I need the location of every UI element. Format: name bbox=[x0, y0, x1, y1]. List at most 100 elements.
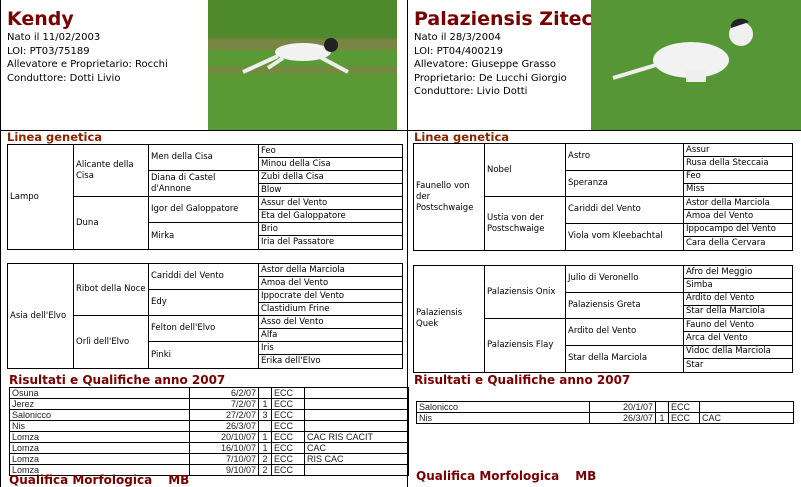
rating-cell: ECC bbox=[271, 453, 305, 465]
event-cell: Nis bbox=[9, 420, 190, 432]
pedigree-cell-g4: Feo bbox=[258, 145, 402, 158]
pedigree-cell-g4: Eta del Galoppatore bbox=[258, 210, 402, 223]
pedigree-cell-g4: Astor della Marciola bbox=[258, 264, 402, 277]
results-heading: Risultati e Qualifiche anno 2007 bbox=[9, 373, 226, 387]
pedigree-cell-g3: Speranza bbox=[565, 170, 683, 197]
pedigree-heading: Linea genetica bbox=[7, 130, 103, 144]
dog-name: Kendy bbox=[7, 8, 74, 30]
pedigree-cell-g3: Igor del Galoppatore bbox=[148, 197, 258, 223]
placement-cell: 1 bbox=[655, 412, 669, 424]
pedigree-cell-g4: Erika dell'Elvo bbox=[258, 355, 402, 368]
rating-cell: ECC bbox=[271, 442, 305, 454]
pedigree-cell-g4: Ippocampo del Vento bbox=[683, 223, 792, 237]
placement-cell: 2 bbox=[258, 453, 272, 465]
morphology-label: Qualifica Morfologica bbox=[9, 473, 153, 487]
award-cell: RIS CAC bbox=[304, 453, 409, 465]
pedigree-cell-g3: Ardito del Vento bbox=[565, 319, 683, 346]
owner: Proprietario: De Lucchi Giorgio bbox=[414, 72, 567, 84]
pedigree-cell-g2: Palaziensis Onix bbox=[484, 266, 565, 319]
pedigree-cell-g3: Pinki bbox=[148, 342, 258, 368]
pedigree-cell-g4: Amoa del Vento bbox=[683, 210, 792, 224]
rating-cell: ECC bbox=[271, 398, 305, 410]
pedigree-cell-g4: Star della Marciola bbox=[683, 305, 792, 319]
date-cell: 16/10/07 bbox=[189, 442, 259, 454]
dog-info: Nato il 11/02/2003 LOI: PT03/75189 Allev… bbox=[7, 31, 168, 85]
morphology-label: Qualifica Morfologica bbox=[416, 469, 560, 483]
results-table: Salonicco 20/1/07 ECC Nis 26/3/07 1 ECC CAC bbox=[416, 401, 794, 424]
rating-cell: ECC bbox=[271, 431, 305, 443]
pedigree-cell-g2: Palaziensis Flay bbox=[484, 319, 565, 372]
results-heading: Risultati e Qualifiche anno 2007 bbox=[414, 373, 631, 387]
result-row: Osuna 6/2/07 ECC bbox=[9, 387, 409, 399]
placement-cell: 3 bbox=[258, 409, 272, 421]
date-cell: 7/10/07 bbox=[189, 453, 259, 465]
pedigree-cell-g4: Alfa bbox=[258, 329, 402, 342]
pedigree-cell-g3: Star della Marciola bbox=[565, 345, 683, 372]
pedigree-cell-g4: Simba bbox=[683, 279, 792, 293]
pedigree-cell-g1: Asia dell'Elvo bbox=[10, 310, 67, 321]
award-cell: CAC bbox=[699, 412, 794, 424]
dog-panel-zitec: Palaziensis Zitec Nato il 28/3/2004 LOI:… bbox=[407, 0, 801, 487]
award-cell bbox=[304, 464, 409, 476]
dog-panel-kendy: Kendy Nato il 11/02/2003 LOI: PT03/75189… bbox=[0, 0, 409, 487]
pedigree-cell-g4: Ippocrate del Vento bbox=[258, 290, 402, 303]
pedigree-cell-g4: Star bbox=[683, 358, 792, 372]
pedigree-cell-g3: Julio di Veronello bbox=[565, 266, 683, 293]
result-row: Nis 26/3/07 1 ECC CAC bbox=[416, 412, 794, 424]
pedigree-cell-g2: Ustia von der Postschwaige bbox=[484, 197, 565, 250]
pedigree-cell-g4: Assur bbox=[683, 144, 792, 158]
pedigree-cell-g3: Palaziensis Greta bbox=[565, 292, 683, 319]
placement-cell: 1 bbox=[258, 442, 272, 454]
pedigree-cell-g3: Diana di Castel d'Annone bbox=[148, 171, 258, 197]
pedigree-table-dam: Asia dell'Elvo Ribot della Noce Orlì dell'… bbox=[7, 263, 403, 369]
placement-cell: 1 bbox=[258, 398, 272, 410]
pedigree-cell-g4: Cara della Cervara bbox=[683, 236, 792, 250]
pedigree-cell-g4: Miss bbox=[683, 183, 792, 197]
pedigree-cell-g4: Brio bbox=[258, 223, 402, 236]
pedigree-cell-g4: Afro del Meggio bbox=[683, 266, 792, 280]
date-cell: 27/2/07 bbox=[189, 409, 259, 421]
placement-cell: 1 bbox=[258, 431, 272, 443]
pedigree-cell-g3: Felton dell'Elvo bbox=[148, 316, 258, 342]
dog-photo bbox=[591, 0, 801, 130]
pedigree-table-dam: Palaziensis Quek Palaziensis Onix Palazien… bbox=[413, 265, 793, 373]
pedigree-cell-g4: Astor della Marciola bbox=[683, 197, 792, 211]
pedigree-cell-g2: Duna bbox=[73, 197, 148, 249]
pedigree-cell-g2: Orlì dell'Elvo bbox=[73, 316, 148, 368]
breeder: Allevatore: Giuseppe Grasso bbox=[414, 59, 557, 70]
event-cell: Jerez bbox=[9, 398, 190, 410]
event-cell: Osuna bbox=[9, 387, 190, 399]
date-cell: 20/10/07 bbox=[189, 431, 259, 443]
placement-cell bbox=[258, 387, 272, 399]
pedigree-heading: Linea genetica bbox=[414, 130, 510, 144]
result-row: Lomza 7/10/07 2 ECC RIS CAC bbox=[9, 453, 409, 465]
pedigree-cell-g1: Faunello von der Postschwaige bbox=[416, 180, 474, 213]
pedigree-cell-g4: Ardito del Vento bbox=[683, 292, 792, 306]
morphology-rating: Qualifica Morfologica MB bbox=[416, 469, 596, 483]
breeder-owner: Allevatore e Proprietario: Rocchi bbox=[7, 59, 168, 70]
event-cell: Lomza bbox=[9, 453, 190, 465]
handler: Conduttore: Livio Dotti bbox=[414, 86, 528, 97]
result-row: Lomza 20/10/07 1 ECC CAC RIS CACIT bbox=[9, 431, 409, 443]
pedigree-cell-g4: Rusa della Steccaia bbox=[683, 157, 792, 171]
pedigree-cell-g3: Cariddi del Vento bbox=[565, 197, 683, 224]
pedigree-cell-g4: Clastidium Frine bbox=[258, 303, 402, 316]
divider bbox=[408, 130, 801, 131]
result-row: Salonicco 20/1/07 ECC bbox=[416, 401, 794, 413]
date-cell: 6/2/07 bbox=[189, 387, 259, 399]
pedigree-cell-g4: Iria del Passatore bbox=[258, 236, 402, 249]
dog-name: Palaziensis Zitec bbox=[414, 8, 593, 30]
event-cell: Lomza bbox=[9, 464, 190, 476]
rating-cell: ECC bbox=[271, 409, 305, 421]
rating-cell: ECC bbox=[271, 464, 305, 476]
pedigree-cell-g2: Ribot della Noce bbox=[73, 264, 148, 316]
date-cell: 26/3/07 bbox=[589, 412, 656, 424]
award-cell bbox=[304, 420, 409, 432]
placement-cell: 2 bbox=[258, 464, 272, 476]
award-cell bbox=[699, 401, 794, 413]
pedigree-table-sire: Faunello von der Postschwaige Nobel Ustia … bbox=[413, 143, 793, 251]
pedigree-cell-g1: Palaziensis Quek bbox=[416, 308, 463, 329]
date-cell: 20/1/07 bbox=[589, 401, 656, 413]
award-cell bbox=[304, 409, 409, 421]
loi: LOI: PT03/75189 bbox=[7, 45, 90, 57]
